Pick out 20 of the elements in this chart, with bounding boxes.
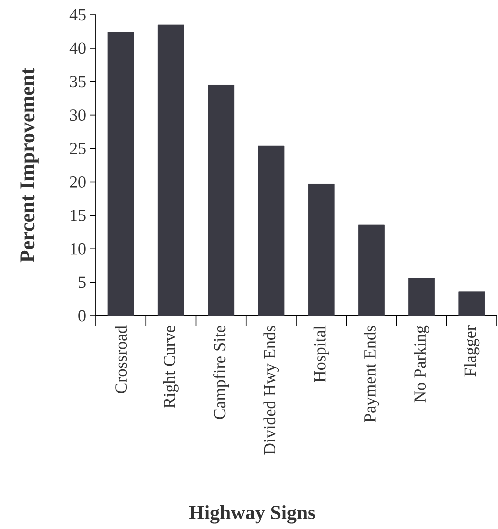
y-tick-label: 5 [78, 276, 86, 288]
x-tick-label: Payment Ends [364, 326, 380, 422]
x-tick-label: Crossroad [115, 326, 128, 394]
x-axis-title: Highway Signs [189, 506, 316, 524]
x-tick-label: Campfire Site [214, 326, 230, 420]
y-tick-label: 45 [70, 9, 86, 21]
y-tick-label: 0 [78, 310, 86, 322]
y-tick-label: 35 [70, 76, 86, 88]
x-tick-label: Flagger [464, 326, 480, 377]
y-axis-title: Percent Improvement [20, 68, 39, 263]
y-tick-label: 30 [70, 110, 86, 122]
x-tick-label: Hospital [314, 326, 330, 382]
x-tick-label: Right Curve [163, 326, 179, 408]
y-tick-label: 20 [70, 176, 86, 188]
y-tick-label: 15 [71, 210, 86, 222]
x-tick-label: Divided Hwy Ends [264, 326, 280, 455]
x-tick-label: No Parking [414, 326, 430, 403]
y-tick-label: 25 [70, 143, 86, 154]
y-tick-label: 10 [71, 243, 86, 255]
y-tick-label: 40 [70, 42, 86, 54]
